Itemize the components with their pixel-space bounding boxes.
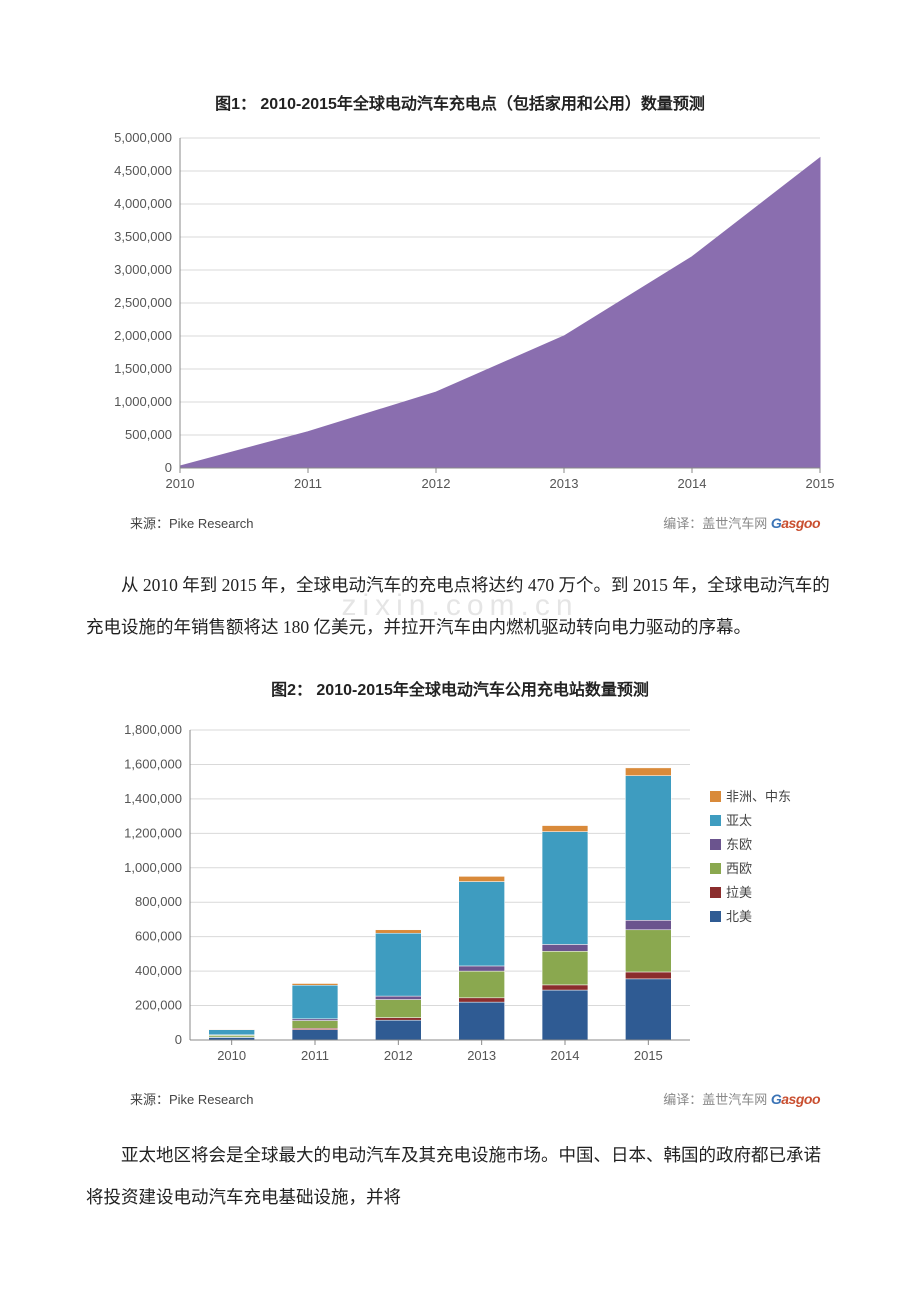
svg-text:2011: 2011 [294,476,322,491]
svg-text:1,600,000: 1,600,000 [124,756,182,771]
svg-text:5,000,000: 5,000,000 [114,130,172,145]
svg-text:西欧: 西欧 [726,861,752,876]
svg-text:2015: 2015 [806,476,835,491]
translator-label: 编译： [663,516,702,531]
svg-text:亚太: 亚太 [726,813,752,828]
svg-text:3,500,000: 3,500,000 [114,229,172,244]
svg-text:4,000,000: 4,000,000 [114,196,172,211]
chart1-title: 图1： 2010-2015年全球电动汽车充电点（包括家用和公用）数量预测 [80,90,840,114]
svg-text:北美: 北美 [726,909,752,924]
svg-text:2,500,000: 2,500,000 [114,295,172,310]
svg-text:非洲、中东: 非洲、中东 [726,789,791,804]
svg-text:400,000: 400,000 [135,963,182,978]
chart2-source-right: 编译：盖世汽车网 Gasgoo [663,1089,820,1108]
svg-text:2015: 2015 [634,1048,663,1063]
paragraph1-wrap: 从 2010 年到 2015 年，全球电动汽车的充电点将达约 470 万个。到 … [80,564,840,648]
svg-text:800,000: 800,000 [135,894,182,909]
chart2-container: 0 200,000 400,000 600,000 800,000 1,000,000 1,… [80,714,840,1079]
gasgoo-logo-2: Gasgoo [771,1091,820,1107]
svg-text:500,000: 500,000 [125,427,172,442]
svg-text:1,000,000: 1,000,000 [114,394,172,409]
chart1-container: 0 500,000 1,000,000 1,500,000 2,000,000 2,500… [80,128,840,503]
chart2-source-left: 来源：Pike Research [130,1089,254,1108]
svg-text:2012: 2012 [384,1048,413,1063]
translator-label-2: 编译： [663,1092,702,1107]
translator-name: 盖世汽车网 [702,516,767,531]
chart1-source-right: 编译：盖世汽车网 Gasgoo [663,513,820,532]
chart1-source-row: 来源：Pike Research 编译：盖世汽车网 Gasgoo [80,509,840,540]
paragraph2: 亚太地区将会是全球最大的电动汽车及其充电设施市场。中国、日本、韩国的政府都已承诺… [86,1134,834,1218]
svg-text:1,800,000: 1,800,000 [124,722,182,737]
svg-text:1,500,000: 1,500,000 [114,361,172,376]
svg-text:3,000,000: 3,000,000 [114,262,172,277]
svg-text:2014: 2014 [551,1048,580,1063]
svg-text:0: 0 [165,460,172,475]
chart2-title: 图2： 2010-2015年全球电动汽车公用充电站数量预测 [80,676,840,700]
svg-text:2,000,000: 2,000,000 [114,328,172,343]
svg-text:东欧: 东欧 [726,837,752,852]
svg-text:拉美: 拉美 [726,885,752,900]
chart1-source-left: 来源：Pike Research [130,513,254,532]
svg-text:2010: 2010 [166,476,195,491]
svg-text:2013: 2013 [550,476,579,491]
chart1-svg: 0 500,000 1,000,000 1,500,000 2,000,000 2,500… [80,128,840,498]
svg-text:4,500,000: 4,500,000 [114,163,172,178]
svg-text:200,000: 200,000 [135,998,182,1013]
translator-name-2: 盖世汽车网 [702,1092,767,1107]
chart2-svg: 0 200,000 400,000 600,000 800,000 1,000,000 1,… [80,714,840,1074]
svg-text:0: 0 [175,1032,182,1047]
paragraph1: 从 2010 年到 2015 年，全球电动汽车的充电点将达约 470 万个。到 … [86,564,834,648]
svg-text:2012: 2012 [422,476,451,491]
svg-text:2011: 2011 [301,1048,329,1063]
gasgoo-logo: Gasgoo [771,515,820,531]
svg-text:2014: 2014 [678,476,707,491]
svg-text:1,400,000: 1,400,000 [124,791,182,806]
svg-text:2013: 2013 [467,1048,496,1063]
svg-text:2010: 2010 [217,1048,246,1063]
svg-text:1,200,000: 1,200,000 [124,825,182,840]
chart2-source-row: 来源：Pike Research 编译：盖世汽车网 Gasgoo [80,1085,840,1116]
svg-text:1,000,000: 1,000,000 [124,860,182,875]
svg-text:600,000: 600,000 [135,929,182,944]
